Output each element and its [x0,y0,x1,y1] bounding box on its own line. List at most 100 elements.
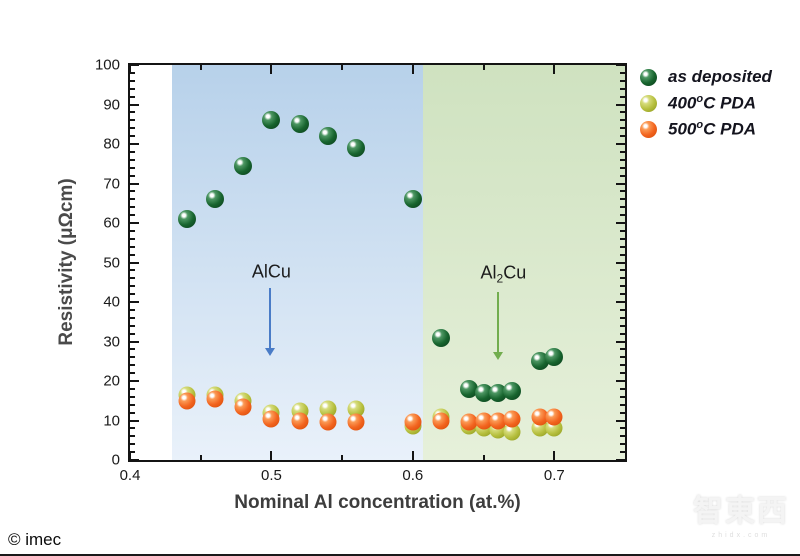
data-point [460,413,478,431]
right-tick [616,340,625,343]
right-tick [620,395,625,398]
right-tick [620,356,625,359]
right-tick [620,214,625,217]
right-tick [620,127,625,130]
data-point [262,410,280,428]
left-tick [130,222,139,224]
legend-marker-icon [640,94,657,112]
left-tick [130,427,135,430]
legend-marker-icon [640,68,657,86]
legend-item: 500oC PDA [640,116,772,142]
left-tick [130,340,139,343]
legend-item: 400oC PDA [640,90,772,116]
left-tick [130,253,135,256]
slide-bottom-border [0,554,800,556]
left-tick [130,143,139,145]
left-tick [130,403,135,406]
legend: as deposited 400oC PDA 500oC PDA [640,64,772,142]
legend-label: as deposited [668,67,772,86]
right-tick [620,87,625,90]
right-tick [620,372,625,375]
right-tick [616,222,625,224]
left-tick [130,64,139,66]
left-tick [130,214,135,217]
data-point [178,392,196,410]
right-tick [616,143,625,145]
data-point [347,138,366,157]
data-point [475,412,493,429]
right-tick [620,198,625,201]
phase-annotation: AlCu [252,262,291,283]
y-tick-label: 10 [103,412,120,429]
left-tick [130,71,135,74]
right-tick [620,166,625,169]
left-tick [130,135,135,138]
data-point [488,383,507,402]
left-tick [130,103,139,106]
y-tick-label: 30 [103,333,120,350]
right-tick [620,190,625,193]
right-tick [620,269,625,272]
left-tick [130,387,135,390]
left-tick [130,364,135,367]
right-tick [620,387,625,390]
right-tick [620,71,625,74]
data-point [531,408,549,426]
left-tick [130,229,135,232]
annotation-text: Cu [503,262,527,283]
left-tick [130,174,135,177]
annotation-text: 2 [496,271,504,286]
right-tick [620,253,625,256]
arrow-head-icon [265,348,275,357]
bottom-tick [129,451,131,460]
data-point [503,410,521,428]
left-tick [130,158,135,161]
data-point [290,115,309,134]
left-tick [130,411,135,414]
left-tick [130,269,135,272]
right-tick [620,135,625,138]
left-tick [130,380,139,382]
right-tick [620,111,625,114]
right-tick [620,348,625,351]
right-tick [620,451,625,454]
top-tick [411,65,414,74]
left-tick [130,79,135,82]
annotation-arrow [265,288,275,357]
left-tick [130,419,139,422]
legend-marker-icon [640,120,657,138]
data-point [234,156,253,175]
right-tick [620,443,625,446]
right-tick [616,380,625,382]
watermark-subtext: zhidx.com [711,532,771,539]
data-point [531,352,550,371]
right-tick [620,237,625,240]
data-point [319,413,337,431]
left-tick [130,150,135,153]
data-point [234,398,252,416]
left-tick [130,324,135,327]
left-tick [130,301,139,303]
left-tick [130,356,135,359]
right-tick [616,301,625,303]
right-tick [620,79,625,82]
left-tick [130,245,135,248]
x-tick-label: 0.6 [402,467,424,484]
top-tick [341,65,344,70]
annotation-text: AlCu [251,261,291,282]
right-tick [620,95,625,98]
y-tick-label: 20 [103,372,120,390]
right-tick [620,403,625,406]
left-tick [130,182,139,185]
left-tick [130,119,135,122]
x-tick-label: 0.5 [260,467,282,484]
watermark-text: 智東西 [693,495,789,528]
legend-label: 500oC PDA [668,118,757,139]
arrow-head-icon [492,352,503,361]
data-point [502,381,521,400]
x-axis-title: Nominal Al concentration (at.%) [234,492,521,513]
data-point [291,412,309,429]
left-tick [130,451,135,454]
annotation-text: Al [480,262,497,283]
right-tick [616,419,625,422]
